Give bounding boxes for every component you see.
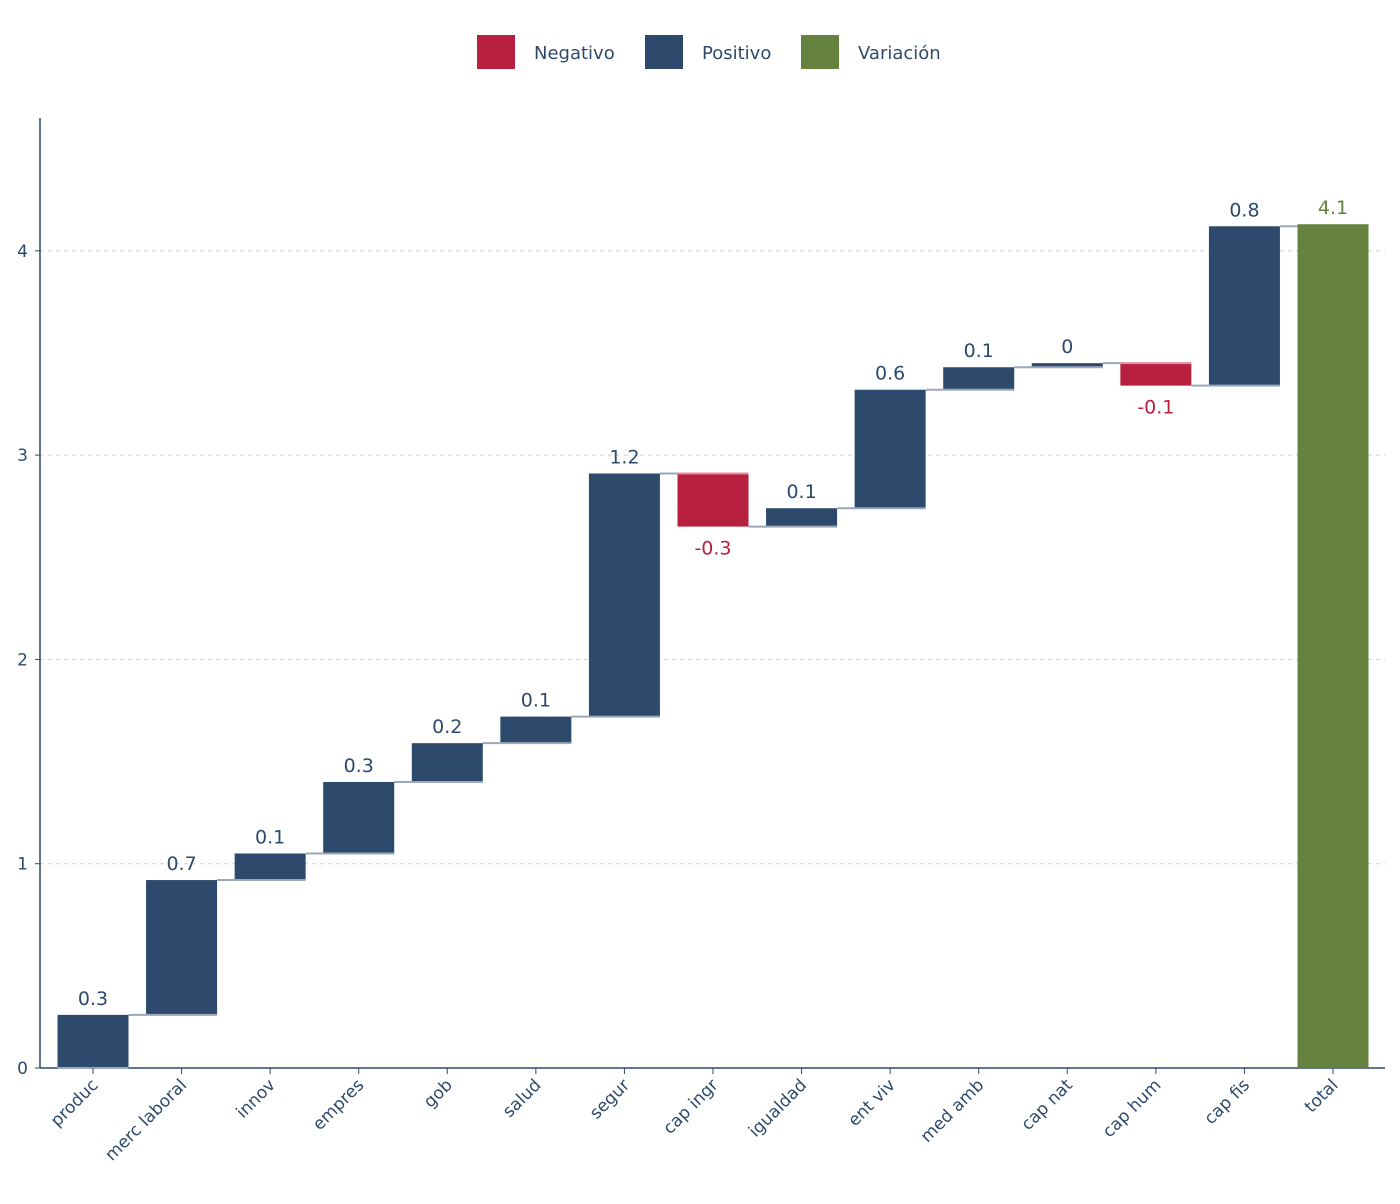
y-tick-label: 2 — [17, 650, 28, 670]
x-tick-label: med amb — [917, 1075, 988, 1146]
legend-label: Negativo — [534, 43, 615, 64]
bar-igualdad — [766, 508, 838, 527]
y-tick-label: 3 — [17, 446, 28, 466]
bar-med-amb — [943, 367, 1015, 390]
data-label: -0.3 — [694, 538, 731, 560]
legend-swatch — [801, 35, 839, 69]
bar-merc-laboral — [146, 880, 218, 1015]
data-label: 4.1 — [1318, 197, 1348, 219]
data-label: 0.1 — [786, 481, 816, 503]
x-tick-label: produc — [47, 1075, 103, 1131]
x-tick-label: ent viv — [844, 1075, 899, 1130]
x-tick-label: segur — [586, 1075, 634, 1123]
bar-cap-fis — [1208, 226, 1280, 386]
bar-gob — [411, 743, 483, 782]
bar-produc — [57, 1014, 129, 1068]
data-label: 1.2 — [609, 446, 639, 468]
bar-salud — [500, 716, 572, 744]
y-tick-label: 1 — [17, 855, 28, 875]
y-tick-label: 0 — [17, 1059, 28, 1079]
data-label: 0.7 — [166, 853, 196, 875]
data-label: 0.1 — [255, 826, 285, 848]
x-tick-label: total — [1301, 1075, 1343, 1117]
x-tick-label: empres — [309, 1075, 368, 1134]
bar-ent-viv — [854, 389, 926, 509]
x-tick-label: cap ingr — [659, 1075, 722, 1138]
bar-total — [1297, 224, 1369, 1068]
legend-swatch — [477, 35, 515, 69]
bar-cap-ingr — [677, 473, 749, 527]
x-tick-label: igualdad — [745, 1075, 811, 1141]
data-label: 0.1 — [964, 340, 994, 362]
data-label: 0.1 — [521, 690, 551, 712]
bar-empres — [323, 781, 395, 854]
x-tick-label: cap nat — [1018, 1075, 1078, 1135]
legend-label: Variación — [858, 43, 941, 64]
data-label: 0.2 — [432, 716, 462, 738]
x-tick-label: salud — [499, 1075, 545, 1121]
data-label: 0 — [1061, 336, 1073, 358]
x-tick-label: innov — [232, 1075, 279, 1122]
x-tick-label: merc laboral — [101, 1075, 191, 1165]
x-tick-label: cap hum — [1099, 1075, 1166, 1142]
x-tick-label: gob — [420, 1075, 457, 1112]
bar-cap-nat — [1031, 363, 1103, 368]
x-tick-label: cap fis — [1201, 1075, 1255, 1129]
bar-cap-hum — [1120, 363, 1192, 386]
legend-swatch — [645, 35, 683, 69]
y-tick-label: 4 — [17, 242, 28, 262]
data-label: 0.3 — [78, 988, 108, 1010]
data-label: 0.6 — [875, 363, 905, 385]
bar-innov — [234, 853, 306, 881]
legend-label: Positivo — [702, 43, 771, 64]
data-label: 0.8 — [1229, 199, 1259, 221]
data-label: -0.1 — [1137, 397, 1174, 419]
bar-segur — [588, 473, 660, 717]
data-label: 0.3 — [344, 755, 374, 777]
